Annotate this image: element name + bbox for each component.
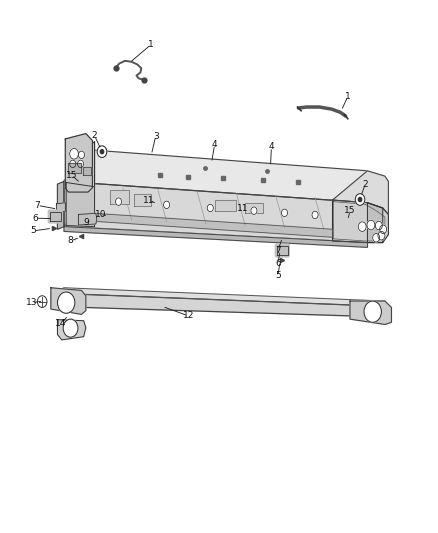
Text: 5: 5: [275, 271, 281, 280]
Circle shape: [355, 193, 365, 205]
Circle shape: [70, 160, 76, 167]
Circle shape: [116, 198, 122, 205]
Polygon shape: [51, 288, 86, 314]
Text: 15: 15: [344, 206, 356, 215]
Text: 13: 13: [26, 298, 37, 307]
Text: 12: 12: [183, 311, 194, 320]
Text: 4: 4: [268, 142, 274, 151]
Polygon shape: [64, 142, 95, 227]
Text: 10: 10: [95, 210, 106, 219]
Circle shape: [207, 204, 213, 212]
Circle shape: [163, 201, 170, 208]
Polygon shape: [57, 320, 86, 340]
Bar: [68, 163, 81, 173]
Text: 11: 11: [237, 204, 249, 213]
Polygon shape: [51, 288, 385, 306]
Polygon shape: [64, 181, 367, 243]
Text: 6: 6: [32, 214, 38, 223]
Text: 14: 14: [55, 319, 67, 328]
Circle shape: [70, 149, 78, 159]
Circle shape: [78, 151, 85, 159]
Polygon shape: [332, 200, 389, 243]
Circle shape: [78, 160, 84, 167]
Polygon shape: [367, 203, 383, 243]
Bar: [134, 194, 151, 206]
Text: 6: 6: [275, 259, 281, 268]
Circle shape: [378, 231, 385, 240]
Polygon shape: [51, 293, 385, 317]
Circle shape: [367, 220, 375, 230]
Text: 7: 7: [275, 246, 281, 255]
FancyBboxPatch shape: [276, 244, 289, 257]
Text: 1: 1: [148, 40, 154, 49]
Text: 1: 1: [345, 92, 351, 101]
Circle shape: [312, 211, 318, 219]
Text: 2: 2: [363, 180, 368, 189]
Text: 8: 8: [68, 237, 74, 246]
Text: 11: 11: [143, 196, 155, 205]
Text: 5: 5: [31, 227, 36, 236]
Text: 7: 7: [35, 201, 40, 210]
Circle shape: [251, 207, 257, 214]
Circle shape: [57, 292, 75, 313]
Circle shape: [282, 209, 288, 216]
Text: 9: 9: [83, 219, 89, 228]
Bar: [110, 190, 130, 204]
Bar: [215, 199, 237, 211]
Circle shape: [380, 225, 387, 233]
Circle shape: [63, 319, 78, 337]
Polygon shape: [64, 150, 367, 203]
Text: 4: 4: [212, 140, 217, 149]
Polygon shape: [57, 181, 64, 229]
Circle shape: [358, 222, 366, 231]
Polygon shape: [95, 213, 332, 237]
Circle shape: [375, 221, 382, 230]
Text: 2: 2: [92, 131, 97, 140]
Polygon shape: [64, 227, 367, 247]
Circle shape: [364, 301, 381, 322]
FancyBboxPatch shape: [48, 210, 62, 223]
Circle shape: [100, 150, 104, 154]
Polygon shape: [350, 301, 392, 325]
Polygon shape: [66, 182, 95, 227]
Polygon shape: [78, 213, 97, 225]
Bar: [83, 167, 91, 175]
Bar: [245, 203, 263, 213]
Polygon shape: [65, 134, 92, 192]
Circle shape: [37, 296, 47, 308]
Circle shape: [373, 233, 380, 242]
Text: 3: 3: [153, 132, 159, 141]
Text: 15: 15: [66, 171, 77, 180]
Circle shape: [97, 146, 107, 158]
Polygon shape: [332, 171, 389, 214]
Polygon shape: [57, 203, 65, 212]
Circle shape: [358, 197, 362, 201]
